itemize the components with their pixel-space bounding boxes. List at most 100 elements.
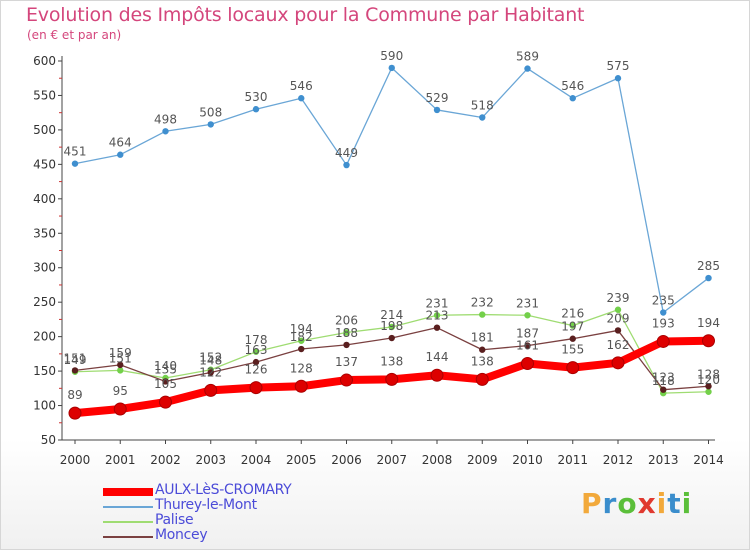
legend-swatch — [103, 521, 153, 523]
data-point — [117, 361, 124, 369]
data-point — [388, 334, 395, 342]
data-point — [252, 348, 260, 355]
data-label: 149 — [64, 353, 87, 367]
data-label: 214 — [380, 308, 403, 322]
data-label: 575 — [607, 59, 630, 73]
x-tick-label: 2009 — [467, 453, 498, 467]
data-point — [524, 342, 531, 349]
data-label: 216 — [561, 307, 584, 321]
logo-letter: t — [667, 487, 682, 520]
data-point — [475, 372, 489, 386]
y-tick-label: 550 — [33, 88, 56, 102]
data-label: 206 — [335, 314, 358, 328]
legend-label: Thurey-le-Mont — [155, 497, 257, 513]
data-point — [113, 402, 127, 416]
x-tick-label: 2006 — [331, 453, 362, 467]
series-0 — [68, 334, 715, 420]
data-label: 137 — [335, 355, 358, 369]
data-label: 451 — [64, 145, 87, 159]
x-tick-label: 2011 — [557, 453, 588, 467]
data-point — [385, 372, 399, 386]
series-1 — [71, 64, 712, 316]
y-tick-label: 50 — [41, 433, 56, 447]
data-label: 546 — [290, 79, 313, 93]
y-tick-label: 150 — [33, 364, 56, 378]
legend-swatch — [103, 506, 153, 508]
data-point — [433, 324, 441, 331]
proxiti-logo: Proxiti — [581, 487, 692, 520]
data-point — [159, 395, 172, 409]
data-point — [611, 356, 625, 370]
data-point — [705, 383, 712, 390]
chart-axes: 50 100 150 200 250 300 350 400 450 500 550 600 2000 2… — [33, 54, 724, 467]
y-tick-label: 300 — [33, 261, 56, 275]
x-tick-label: 2012 — [603, 453, 634, 467]
legend-swatch — [103, 488, 153, 496]
data-label: 187 — [516, 327, 539, 341]
series-line — [74, 67, 710, 314]
data-point — [207, 369, 214, 376]
data-label: 518 — [471, 99, 494, 113]
data-label: 118 — [652, 374, 675, 388]
x-tick-label: 2004 — [241, 453, 272, 467]
y-tick-label: 350 — [33, 226, 56, 240]
data-point — [68, 406, 82, 420]
data-point — [204, 383, 218, 397]
data-point — [298, 337, 305, 344]
y-tick-label: 500 — [33, 123, 56, 137]
data-label: 151 — [109, 351, 132, 365]
x-tick-label: 2007 — [376, 453, 407, 467]
data-label: 589 — [516, 50, 539, 64]
data-label: 89 — [67, 388, 82, 402]
data-point — [388, 323, 395, 331]
data-label: 231 — [516, 296, 539, 310]
x-tick-label: 2001 — [105, 453, 136, 467]
series-3 — [71, 324, 712, 393]
data-point — [566, 361, 580, 375]
data-point — [702, 334, 715, 348]
data-point — [660, 309, 667, 316]
data-point — [162, 128, 169, 135]
data-point — [343, 329, 350, 336]
x-tick-label: 2000 — [60, 453, 91, 467]
data-label: 152 — [199, 351, 222, 365]
x-tick-label: 2014 — [693, 453, 724, 467]
data-point — [656, 334, 670, 348]
data-label: 155 — [561, 343, 584, 357]
data-point — [569, 322, 576, 329]
data-point — [569, 95, 576, 102]
data-label: 181 — [471, 331, 494, 345]
x-tick-label: 2008 — [422, 453, 453, 467]
legend-label: Palise — [155, 512, 194, 528]
chart-subtitle: (en € et par an) — [27, 28, 122, 42]
data-label: 123 — [652, 371, 675, 385]
data-point — [340, 373, 353, 387]
data-point — [614, 327, 622, 334]
data-point — [614, 75, 622, 82]
data-label: 182 — [290, 330, 313, 344]
logo-letter: i — [656, 487, 668, 520]
data-point — [614, 306, 622, 313]
data-point — [298, 345, 305, 353]
data-label: 162 — [607, 338, 630, 352]
data-point — [249, 381, 263, 395]
logo-letter: r — [602, 487, 618, 520]
data-label: 159 — [109, 346, 132, 360]
data-point — [117, 367, 124, 374]
data-label: 464 — [109, 136, 132, 150]
data-label: 449 — [335, 146, 358, 160]
data-label: 508 — [199, 105, 222, 119]
data-label: 198 — [380, 319, 403, 333]
data-label: 128 — [697, 367, 720, 381]
data-point — [71, 367, 79, 374]
data-label: 498 — [154, 112, 177, 126]
x-tick-label: 2003 — [195, 453, 226, 467]
data-point — [298, 95, 305, 102]
data-label: 209 — [607, 311, 630, 325]
chart-title: Evolution des Impôts locaux pour la Comm… — [26, 4, 585, 26]
data-label: 128 — [290, 361, 313, 375]
y-tick-label: 600 — [33, 54, 56, 68]
data-label: 105 — [154, 377, 177, 391]
